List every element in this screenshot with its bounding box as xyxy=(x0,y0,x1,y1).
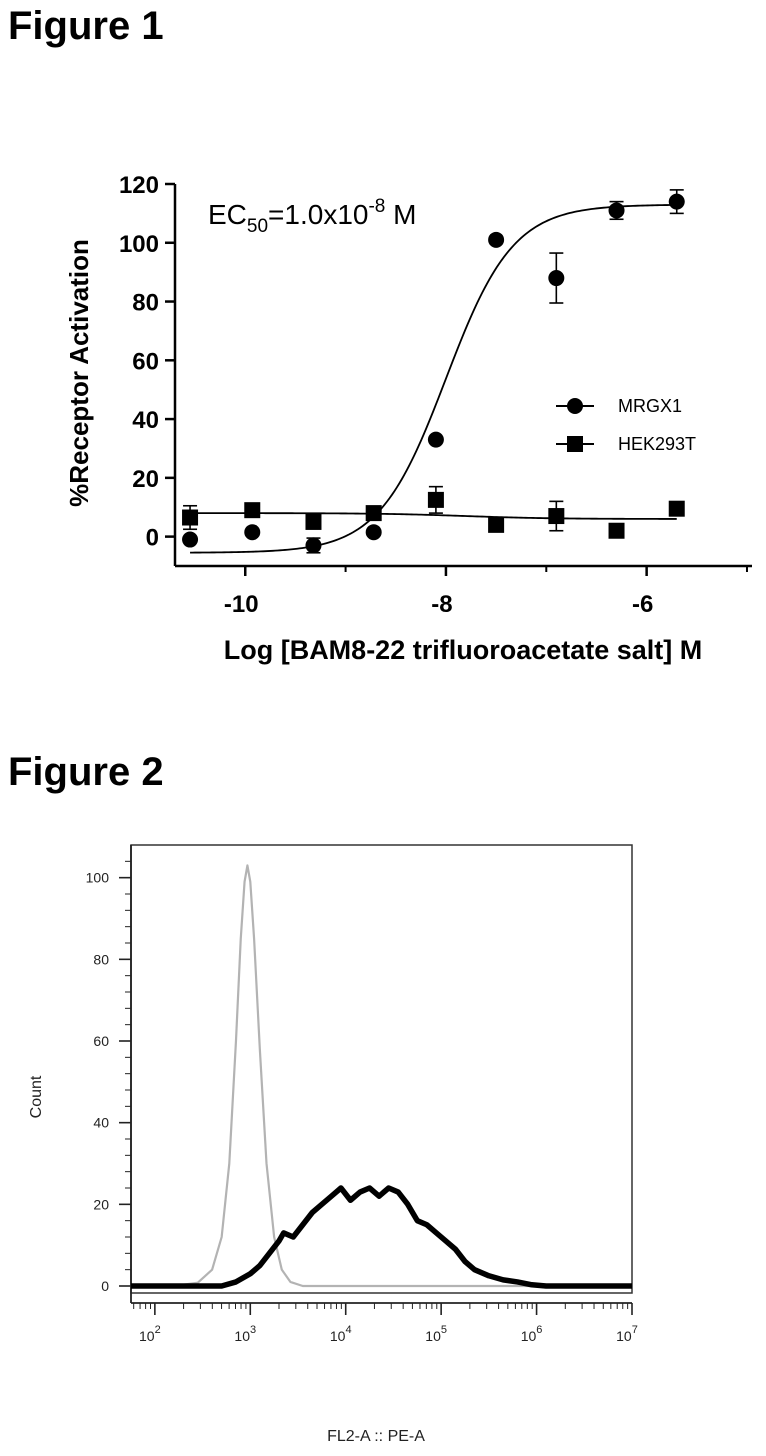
y-tick-label: 0 xyxy=(101,1278,109,1294)
data-point-hek293t xyxy=(668,500,685,517)
data-point-hek293t xyxy=(365,505,382,522)
fit-curve-hek293t xyxy=(190,512,677,520)
y-tick-label: 80 xyxy=(93,951,109,967)
x-tick-label: 106 xyxy=(521,1324,543,1344)
x-tick-label: 107 xyxy=(616,1324,638,1344)
figure-2-title: Figure 2 xyxy=(8,750,164,794)
data-point-mrgx1 xyxy=(182,531,199,548)
data-point-mrgx1 xyxy=(365,524,382,541)
fit-curves xyxy=(190,204,677,554)
y-axis-label: Count xyxy=(28,1075,45,1118)
y-tick-label: 20 xyxy=(93,1196,109,1212)
legend-marker-hek293t xyxy=(567,436,583,452)
y-tick-label: 40 xyxy=(93,1115,109,1131)
y-tick-label: 20 xyxy=(132,466,159,493)
data-point-mrgx1 xyxy=(548,270,565,287)
y-tick-label: 100 xyxy=(119,231,159,258)
histogram-isotype xyxy=(131,864,632,1288)
ec50-subscript: 50 xyxy=(247,216,268,237)
plot-frame xyxy=(130,844,633,1294)
x-tick-label: -10 xyxy=(224,591,259,618)
y-tick-label: 0 xyxy=(146,525,159,552)
axes: 0 20 40 60 80 100 120 -10 -8 -6 xyxy=(119,172,752,618)
y-tick-label: 120 xyxy=(119,172,159,199)
x-axis-label: FL2-A :: PE-A xyxy=(327,1428,425,1445)
y-tick-label: 60 xyxy=(132,348,159,375)
x-axis-label: Log [BAM8-22 trifluoroacetate salt] M xyxy=(224,635,703,665)
data-point-mrgx1 xyxy=(668,193,685,210)
data-point-mrgx1 xyxy=(488,231,505,248)
x-tick-label: 105 xyxy=(425,1324,447,1344)
legend-label-mrgx1: MRGX1 xyxy=(618,396,682,416)
legend: MRGX1 HEK293T xyxy=(556,396,696,454)
data-point-hek293t xyxy=(244,502,261,519)
axes: 0 20 40 60 80 100 102 103 104 105 106 107 xyxy=(86,845,638,1344)
x-tick-label: -8 xyxy=(431,591,452,618)
data-point-hek293t xyxy=(427,491,444,508)
data-point-mrgx1 xyxy=(608,202,625,219)
data-point-hek293t xyxy=(548,508,565,525)
figure-1-title: Figure 1 xyxy=(8,4,164,48)
histogram-stained xyxy=(131,1185,632,1289)
dose-response-chart: 0 20 40 60 80 100 120 -10 -8 -6 %Receptor Activat… xyxy=(64,172,752,665)
data-point-mrgx1 xyxy=(305,537,322,554)
ec50-suffix: M xyxy=(385,199,416,230)
ec50-prefix: EC xyxy=(208,199,247,230)
data-point-mrgx1 xyxy=(427,431,444,448)
histogram-lines xyxy=(131,864,632,1289)
data-point-hek293t xyxy=(488,516,505,533)
ec50-exponent: -8 xyxy=(368,196,385,217)
y-tick-label: 80 xyxy=(132,290,159,317)
data-point-mrgx1 xyxy=(244,524,261,541)
data-point-hek293t xyxy=(608,522,625,539)
fit-curve-mrgx1 xyxy=(190,204,677,554)
data-points xyxy=(182,189,685,554)
x-tick-label: 103 xyxy=(234,1324,256,1344)
ec50-annotation: EC50=1.0x10-8 M xyxy=(208,196,416,237)
data-point-hek293t xyxy=(305,513,322,530)
y-tick-label: 60 xyxy=(93,1033,109,1049)
y-axis-label: %Receptor Activation xyxy=(64,239,94,507)
data-point-hek293t xyxy=(182,509,199,526)
legend-label-hek293t: HEK293T xyxy=(618,434,696,454)
legend-marker-mrgx1 xyxy=(567,398,583,414)
y-tick-label: 40 xyxy=(132,407,159,434)
x-tick-label: 104 xyxy=(330,1324,352,1344)
y-tick-label: 100 xyxy=(86,870,110,886)
ec50-mid: =1.0x10 xyxy=(268,199,368,230)
x-tick-label: -6 xyxy=(632,591,653,618)
x-tick-label: 102 xyxy=(139,1324,161,1344)
